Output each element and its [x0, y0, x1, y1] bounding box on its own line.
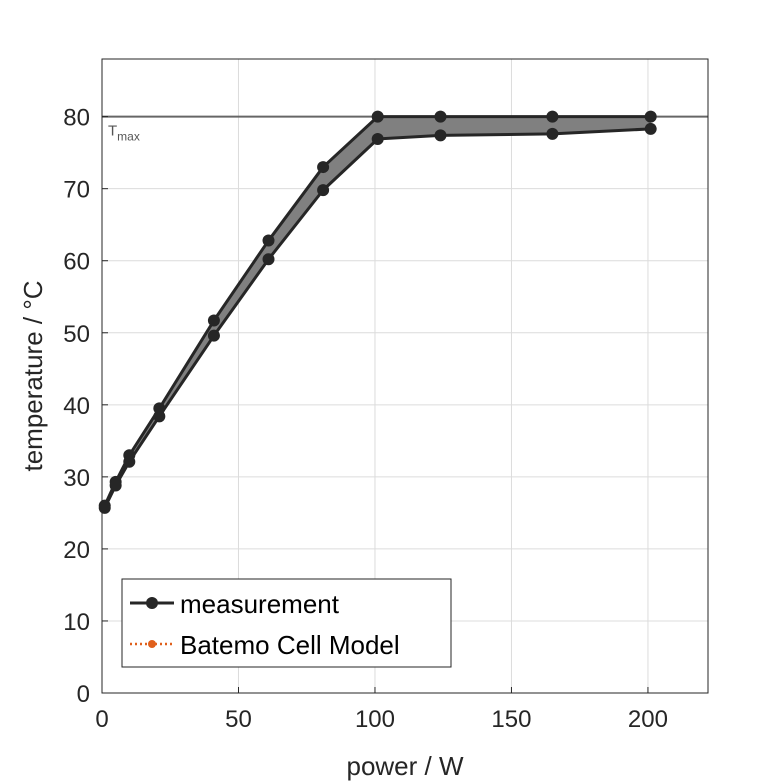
x-tick-label: 200: [628, 706, 668, 733]
measurement-lower-point: [98, 501, 111, 514]
y-tick-label: 70: [63, 177, 90, 204]
legend-marker-measurement: [146, 597, 158, 609]
legend-box: [121, 578, 452, 668]
x-tick-label: 0: [95, 706, 108, 733]
measurement-upper-point: [434, 110, 447, 123]
y-tick-label: 0: [77, 681, 90, 708]
measurement-upper-point: [317, 161, 330, 174]
y-tick-label: 80: [63, 105, 90, 132]
x-tick-label: 50: [225, 706, 252, 733]
x-tick-label: 150: [491, 706, 531, 733]
x-axis-ticks: 0 50 100 150 200: [95, 687, 668, 733]
measurement-lower-point: [644, 122, 657, 135]
y-tick-label: 30: [63, 465, 90, 492]
y-tick-label: 40: [63, 393, 90, 420]
y-tick-label: 60: [63, 249, 90, 276]
measurement-upper-point: [371, 110, 384, 123]
measurement-lower-point: [371, 132, 384, 145]
legend-label-batemo: Batemo Cell Model: [180, 630, 400, 660]
x-axis-title: power / W: [346, 751, 463, 781]
measurement-upper-point: [262, 234, 275, 247]
y-tick-label: 10: [63, 609, 90, 636]
measurement-lower-point: [546, 127, 559, 140]
y-axis-ticks: 0 10 20 30 40 50 60 70 80: [63, 105, 108, 708]
measurement-upper-point: [546, 110, 559, 123]
legend-marker-batemo: [148, 640, 156, 648]
measurement-upper-point: [644, 110, 657, 123]
y-axis-title: temperature / °C: [18, 280, 48, 471]
y-tick-label: 50: [63, 321, 90, 348]
x-tick-label: 100: [355, 706, 395, 733]
y-tick-label: 20: [63, 537, 90, 564]
measurement-lower-point: [262, 253, 275, 266]
measurement-lower-point: [109, 479, 122, 492]
measurement-lower-point: [153, 410, 166, 423]
legend: measurement Batemo Cell Model: [121, 578, 452, 668]
measurement-lower-point: [434, 129, 447, 142]
measurement-lower-point: [317, 184, 330, 197]
tmax-label-subscript: max: [117, 130, 140, 144]
measurement-lower-point: [207, 329, 220, 342]
measurement-lower-point: [123, 455, 136, 468]
measurement-upper-point: [207, 314, 220, 327]
legend-label-measurement: measurement: [180, 589, 340, 619]
plot-frame: [101, 58, 709, 694]
